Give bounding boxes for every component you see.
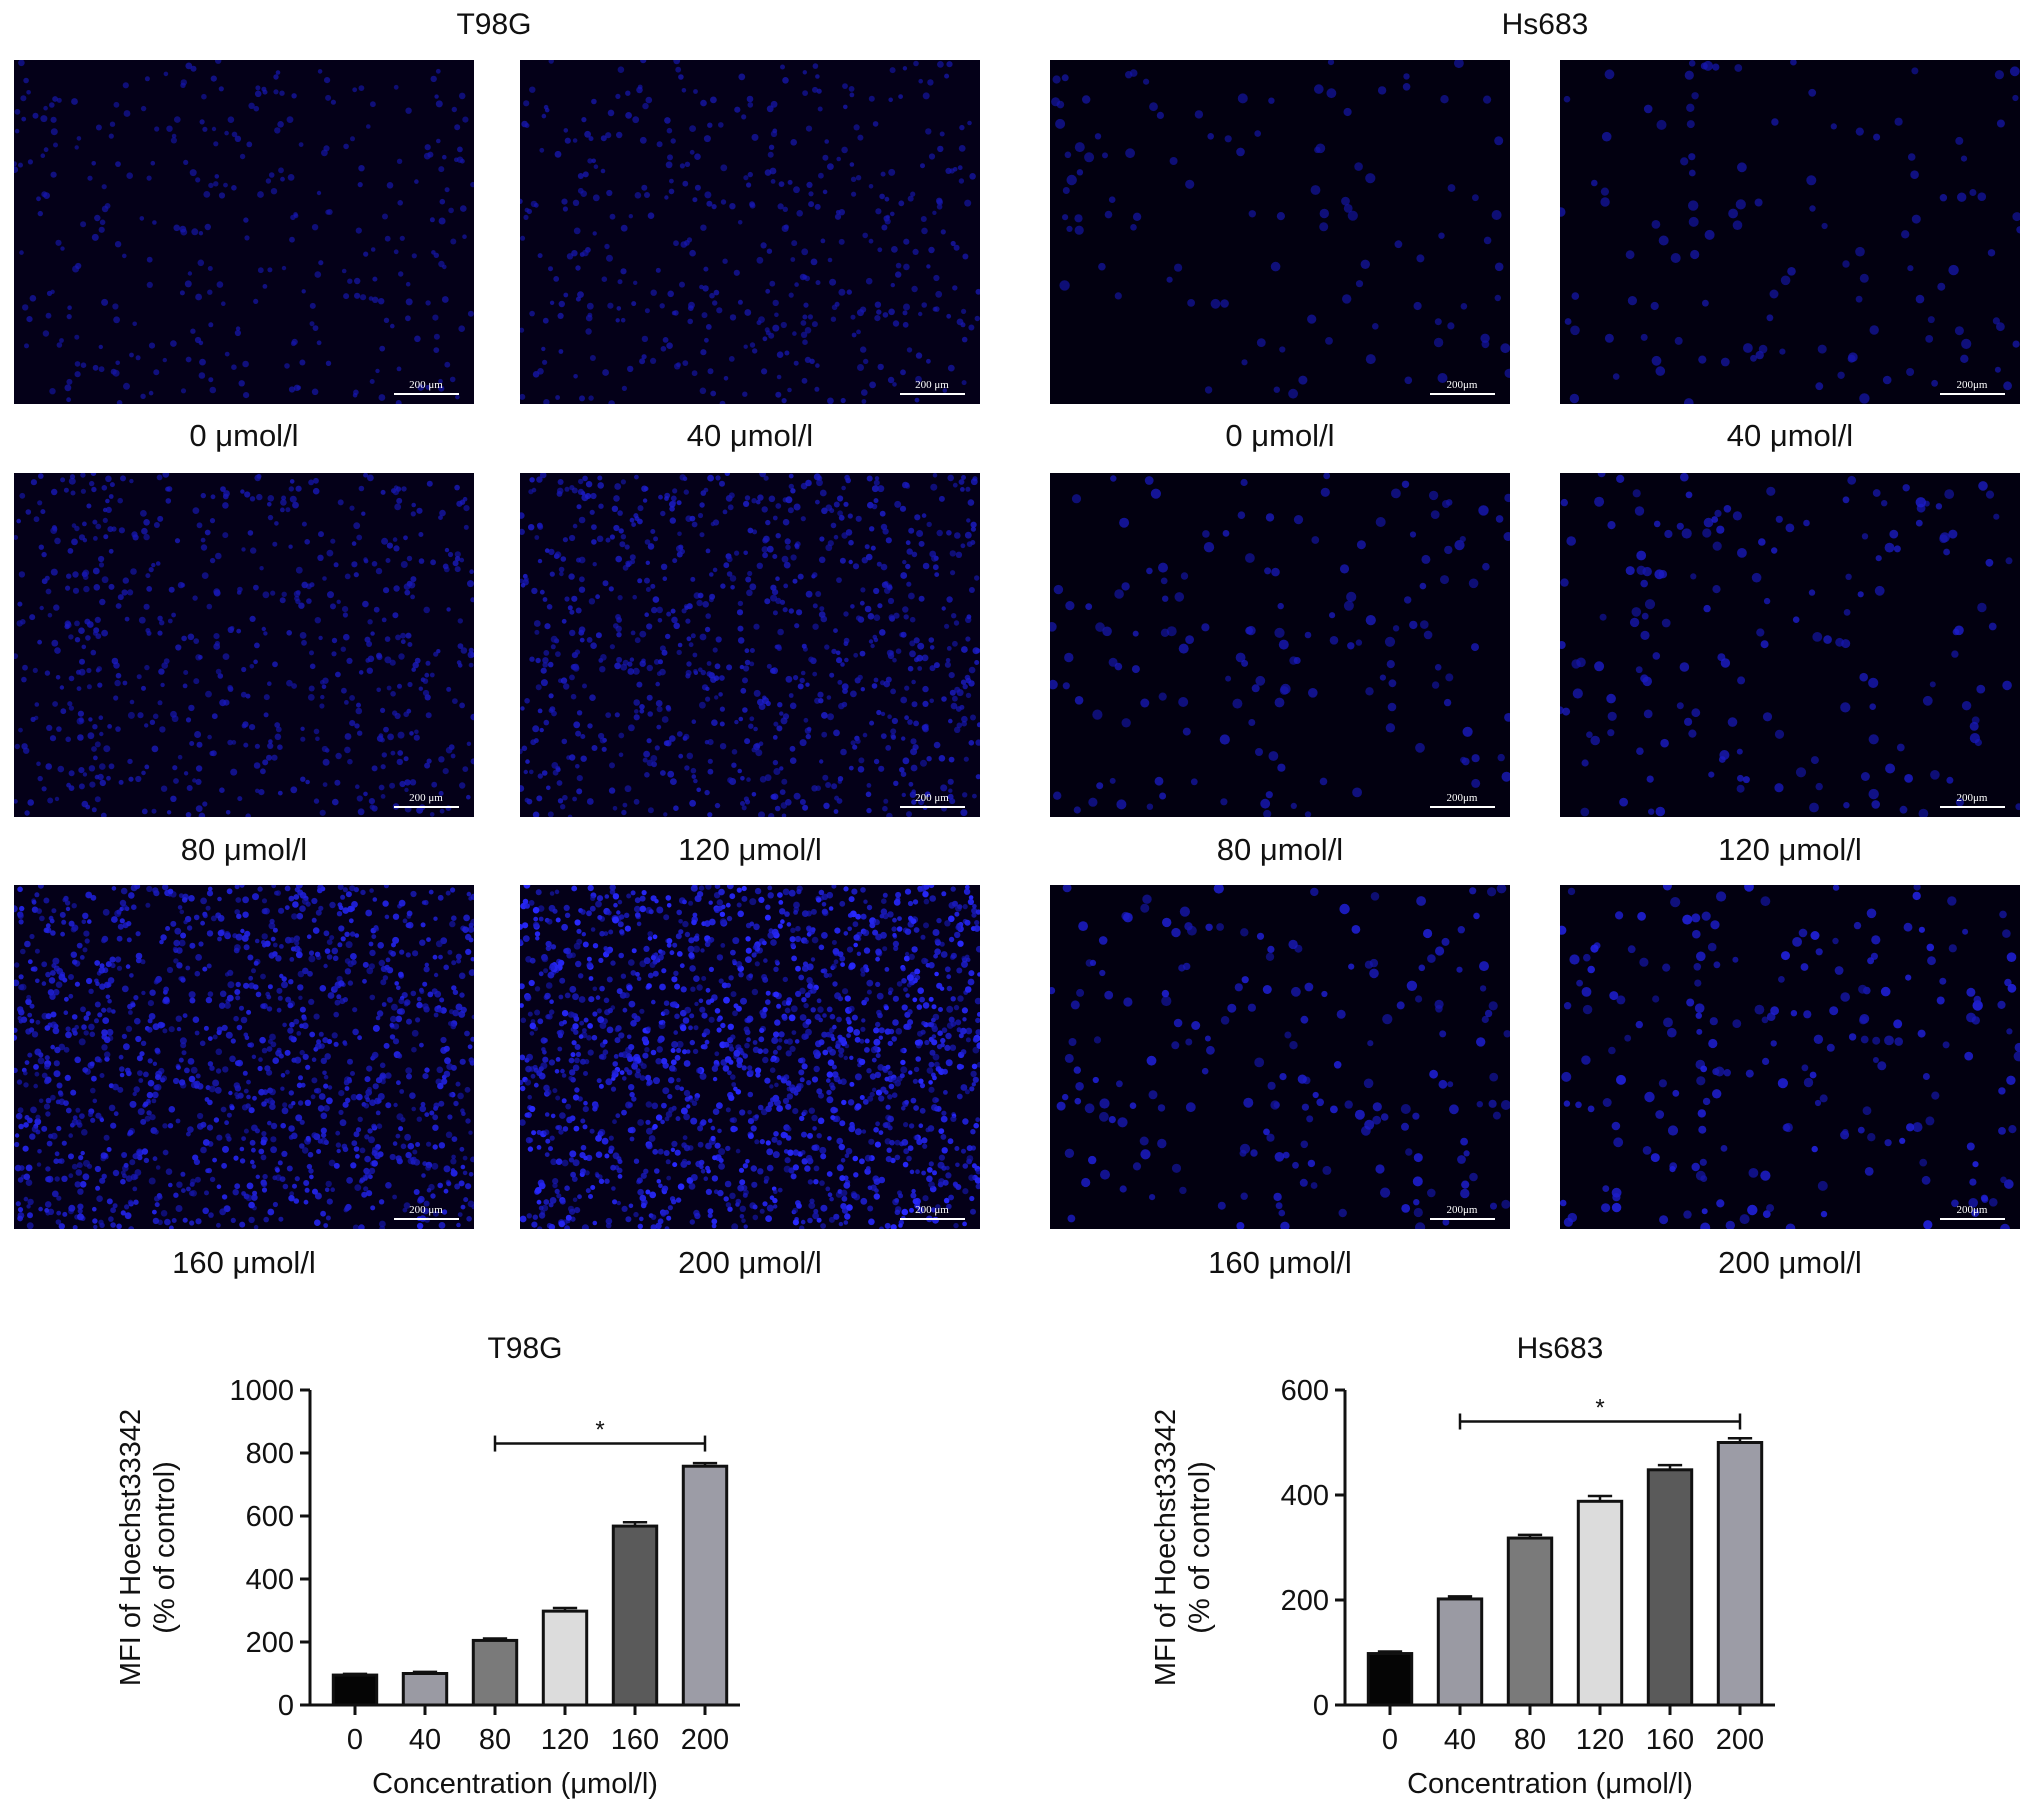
scale-bar-label: 200μm bbox=[1957, 1204, 1988, 1216]
cell-nuclei bbox=[520, 885, 980, 1229]
y-axis-label: MFI of Hoechst33342 bbox=[1150, 1409, 1182, 1686]
cell-nuclei bbox=[1051, 60, 1510, 399]
micrograph-panel: 200 μm bbox=[14, 473, 474, 817]
bar bbox=[1366, 1652, 1414, 1707]
scale-bar-label: 200 μm bbox=[915, 379, 949, 391]
y-tick-label: 800 bbox=[246, 1438, 294, 1470]
chart-title: Hs683 bbox=[1517, 1332, 1604, 1365]
x-tick-label: 40 bbox=[409, 1724, 441, 1756]
x-tick-label: 200 bbox=[1716, 1724, 1764, 1756]
scale-bar-label: 200μm bbox=[1447, 379, 1478, 391]
y-tick-label: 400 bbox=[1281, 1480, 1329, 1512]
chart-title: T98G bbox=[487, 1332, 562, 1365]
micrograph-caption: 120 μmol/l bbox=[678, 832, 822, 867]
bar bbox=[471, 1638, 519, 1707]
group-title-t98g: T98G bbox=[456, 8, 532, 41]
bar bbox=[611, 1524, 659, 1707]
y-tick-label: 0 bbox=[1313, 1690, 1329, 1722]
bar bbox=[1646, 1468, 1694, 1707]
micrograph-panel: 200 μm bbox=[14, 60, 474, 404]
x-axis-label: Concentration (μmol/l) bbox=[1407, 1768, 1693, 1800]
y-tick-label: 600 bbox=[246, 1501, 294, 1533]
cell-nuclei bbox=[1050, 473, 1510, 817]
scale-bar-label: 200 μm bbox=[915, 1204, 949, 1216]
scale-bar-label: 200μm bbox=[1957, 379, 1988, 391]
cell-nuclei bbox=[520, 473, 980, 817]
cell-nuclei bbox=[14, 885, 474, 1229]
scale-bar-label: 200μm bbox=[1447, 1204, 1478, 1216]
scale-bar-label: 200 μm bbox=[409, 1204, 443, 1216]
micrograph-panel: 200 μm bbox=[520, 885, 980, 1229]
micrograph-panel: 200 μm bbox=[520, 473, 980, 817]
cell-nuclei bbox=[520, 60, 980, 404]
x-tick-label: 0 bbox=[347, 1724, 363, 1756]
bar bbox=[1716, 1441, 1764, 1707]
x-tick-label: 120 bbox=[1576, 1724, 1624, 1756]
y-axis-label: (% of control) bbox=[149, 1461, 181, 1633]
micrograph-caption: 40 μmol/l bbox=[686, 418, 814, 453]
x-tick-label: 200 bbox=[681, 1724, 729, 1756]
significance-label: * bbox=[1595, 1395, 1604, 1422]
y-tick-label: 400 bbox=[246, 1564, 294, 1596]
micrograph-panel: 200μm bbox=[1560, 60, 2020, 404]
y-axis-label: MFI of Hoechst33342 bbox=[115, 1409, 147, 1686]
cell-nuclei bbox=[1560, 60, 2020, 404]
micrograph-caption: 120 μmol/l bbox=[1718, 832, 1862, 867]
x-tick-label: 80 bbox=[479, 1724, 511, 1756]
micrograph-caption: 80 μmol/l bbox=[1216, 832, 1344, 867]
bar bbox=[1436, 1597, 1484, 1707]
cell-nuclei bbox=[1050, 885, 1510, 1229]
scale-bar-label: 200μm bbox=[1957, 792, 1988, 804]
micrograph-caption: 40 μmol/l bbox=[1726, 418, 1854, 453]
x-axis-label: Concentration (μmol/l) bbox=[372, 1768, 658, 1800]
micrograph-panel: 200 μm bbox=[520, 60, 980, 404]
x-tick-label: 160 bbox=[611, 1724, 659, 1756]
micrograph-panel: 200μm bbox=[1050, 473, 1510, 817]
micrograph-caption: 0 μmol/l bbox=[1225, 418, 1335, 453]
micrograph-caption: 200 μmol/l bbox=[678, 1245, 822, 1280]
group-title-hs683: Hs683 bbox=[1501, 8, 1589, 41]
micrograph-caption: 0 μmol/l bbox=[189, 418, 299, 453]
bar bbox=[401, 1672, 449, 1707]
bar bbox=[681, 1464, 729, 1707]
micrograph-panel: 200μm bbox=[1560, 473, 2020, 817]
x-tick-label: 0 bbox=[1382, 1724, 1398, 1756]
x-tick-label: 40 bbox=[1444, 1724, 1476, 1756]
micrograph-caption: 160 μmol/l bbox=[1208, 1245, 1352, 1280]
y-axis-label: (% of control) bbox=[1184, 1461, 1216, 1633]
cell-nuclei bbox=[1560, 885, 2020, 1229]
micrograph-caption: 160 μmol/l bbox=[172, 1245, 316, 1280]
bar bbox=[331, 1673, 379, 1707]
bar bbox=[1506, 1536, 1554, 1707]
y-tick-label: 200 bbox=[1281, 1585, 1329, 1617]
bar bbox=[1576, 1499, 1624, 1707]
bar bbox=[541, 1609, 589, 1707]
micrograph-panel: 200 μm bbox=[14, 885, 474, 1229]
y-tick-label: 600 bbox=[1281, 1375, 1329, 1407]
y-tick-label: 1000 bbox=[229, 1375, 294, 1407]
x-tick-label: 80 bbox=[1514, 1724, 1546, 1756]
cell-nuclei bbox=[1560, 473, 2020, 817]
cell-nuclei bbox=[14, 60, 474, 404]
cell-nuclei bbox=[14, 473, 474, 817]
y-tick-label: 200 bbox=[246, 1627, 294, 1659]
micrograph-caption: 200 μmol/l bbox=[1718, 1245, 1862, 1280]
x-tick-label: 160 bbox=[1646, 1724, 1694, 1756]
bar-chart-t98g: T98G MFI of Hoechst33342 (% of control) 0 20… bbox=[110, 1320, 750, 1806]
scale-bar-label: 200 μm bbox=[409, 792, 443, 804]
y-tick-label: 0 bbox=[278, 1690, 294, 1722]
scale-bar-label: 200μm bbox=[1447, 792, 1478, 804]
scale-bar-label: 200 μm bbox=[409, 379, 443, 391]
scale-bar-label: 200 μm bbox=[915, 792, 949, 804]
x-tick-label: 120 bbox=[541, 1724, 589, 1756]
bar-chart-hs683: Hs683 MFI of Hoechst33342 (% of control) 0 2… bbox=[1145, 1320, 1785, 1806]
micrograph-panel: 200μm bbox=[1560, 885, 2020, 1229]
micrograph-panel: 200μm bbox=[1050, 885, 1510, 1229]
micrograph-caption: 80 μmol/l bbox=[180, 832, 308, 867]
micrograph-panel: 200μm bbox=[1050, 60, 1510, 404]
significance-label: * bbox=[595, 1417, 604, 1444]
